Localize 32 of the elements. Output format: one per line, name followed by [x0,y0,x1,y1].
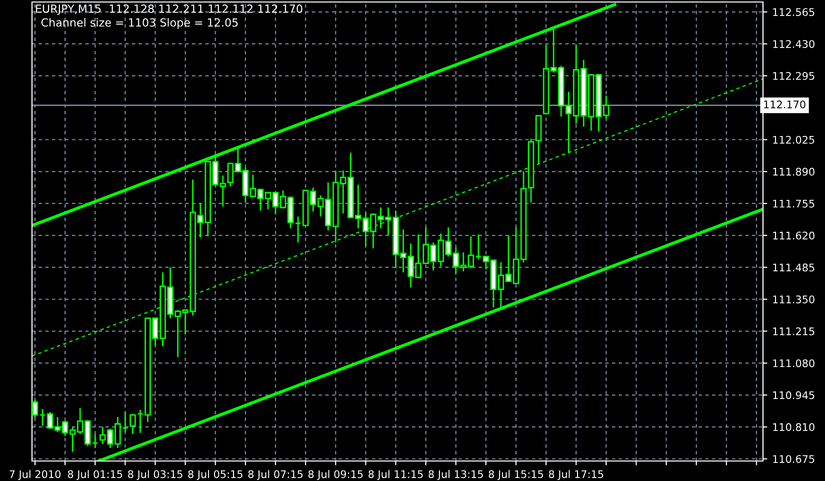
y-tick-label: 110.675 [773,455,814,463]
candlestick [137,409,144,434]
y-tick-label: 111.890 [773,168,814,176]
y-tick-label: 111.485 [773,264,814,272]
chart-title: EURJPY,M15 112.128 112.211 112.112 112.170 [36,4,302,15]
candlestick [294,216,302,244]
y-tick-label: 112.565 [773,8,814,16]
y-tick-label: 111.080 [773,359,814,368]
x-tick-label: 8 Jul 15:15 [488,470,543,480]
y-tick-label: 111.620 [773,232,814,240]
y-tick-label: 112.025 [773,136,814,144]
x-tick-label: 8 Jul 05:15 [188,470,242,480]
y-tick-label: 112.295 [773,72,814,80]
y-tick-label: 111.350 [773,295,814,304]
ref-line-label: 112.170 [764,100,806,108]
candlestick [475,234,482,260]
x-tick-label: 8 Jul 03:15 [128,470,182,480]
y-tick-label: 110.945 [773,391,814,400]
y-tick-label: 111.755 [773,200,814,208]
x-tick-label: 8 Jul 09:15 [308,470,363,480]
y-tick-label: 110.810 [773,423,814,432]
candlestick [39,408,46,427]
x-tick-label: 8 Jul 17:15 [548,470,604,480]
x-tick-label: 7 Jul 2010 [10,470,60,480]
annotation: Channel size = 1103 Slope = 12.05 [41,18,238,29]
x-tick-label: 8 Jul 13:15 [428,470,483,480]
x-tick-label: 8 Jul 01:15 [68,470,122,480]
candlestick [130,413,136,435]
x-tick-label: 8 Jul 07:15 [248,470,303,480]
y-tick-label: 112.430 [773,40,814,48]
x-tick-label: 8 Jul 11:15 [368,470,423,480]
y-tick-label: 111.215 [773,327,814,336]
